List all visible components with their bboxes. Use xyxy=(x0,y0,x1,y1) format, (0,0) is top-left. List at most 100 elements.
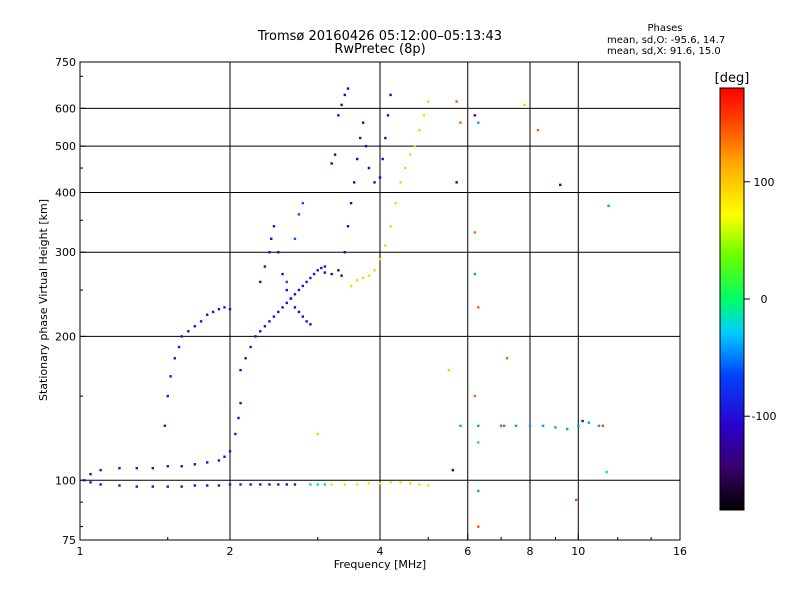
data-point xyxy=(99,483,102,486)
data-point xyxy=(477,121,480,124)
data-point xyxy=(285,301,288,305)
data-point xyxy=(378,482,382,485)
data-point xyxy=(346,225,350,228)
data-point xyxy=(455,100,458,103)
data-point xyxy=(228,450,232,453)
data-point xyxy=(254,335,257,338)
data-point xyxy=(277,483,280,486)
data-point xyxy=(239,368,242,372)
data-point xyxy=(427,100,430,103)
x-tick-label: 16 xyxy=(673,545,687,558)
data-point xyxy=(259,280,262,284)
colorbar-tick-label: 100 xyxy=(754,176,775,189)
data-point xyxy=(187,330,190,333)
data-point xyxy=(270,237,273,241)
data-point xyxy=(477,441,480,444)
data-point xyxy=(355,157,359,161)
data-point xyxy=(277,251,280,254)
data-point xyxy=(389,225,392,228)
data-point xyxy=(373,269,376,272)
data-point xyxy=(367,166,371,170)
data-point xyxy=(343,483,347,486)
phases-title: Phases xyxy=(647,23,682,34)
data-point xyxy=(459,424,462,428)
data-point xyxy=(228,483,232,486)
data-point xyxy=(285,280,288,284)
data-point xyxy=(239,483,242,486)
data-point xyxy=(193,325,197,328)
data-point xyxy=(293,237,297,241)
data-point xyxy=(281,306,284,309)
data-point xyxy=(217,307,221,311)
data-point xyxy=(340,274,343,277)
data-point xyxy=(378,176,382,179)
y-tick-label: 500 xyxy=(55,140,76,153)
data-point xyxy=(409,153,412,156)
data-point xyxy=(361,276,365,280)
data-point xyxy=(502,424,506,428)
data-point xyxy=(323,265,327,268)
data-point xyxy=(151,466,155,470)
data-point xyxy=(399,181,402,184)
data-point xyxy=(205,313,209,316)
data-point xyxy=(293,293,297,296)
data-point xyxy=(330,483,333,486)
data-point xyxy=(305,280,308,284)
data-point xyxy=(277,310,280,314)
data-point xyxy=(99,468,102,472)
data-point xyxy=(297,213,301,216)
data-point xyxy=(249,345,252,349)
data-point xyxy=(473,394,477,398)
data-point xyxy=(355,483,359,486)
data-point xyxy=(263,265,267,268)
data-point xyxy=(394,201,397,205)
data-point xyxy=(330,162,333,165)
data-point xyxy=(223,306,226,309)
data-point xyxy=(367,482,371,485)
data-point xyxy=(263,325,267,328)
phases-line-o: mean, sd,O: -95.6, 14.7 xyxy=(607,35,725,46)
data-point xyxy=(389,481,392,484)
data-point xyxy=(268,320,271,323)
data-point xyxy=(272,225,276,228)
data-point xyxy=(378,258,382,261)
x-tick-label: 10 xyxy=(571,545,585,558)
data-point xyxy=(528,424,532,428)
data-point xyxy=(477,489,480,493)
data-point xyxy=(135,485,138,488)
colorbar-tick-label: -100 xyxy=(752,410,777,423)
data-point xyxy=(587,421,591,424)
data-point xyxy=(541,424,545,428)
data-point xyxy=(352,181,356,184)
data-point xyxy=(577,424,580,428)
data-point xyxy=(118,466,121,470)
x-tick-label: 2 xyxy=(227,545,234,558)
data-point xyxy=(514,424,518,428)
colorbar xyxy=(719,87,745,511)
data-point xyxy=(289,297,293,300)
data-point xyxy=(333,153,337,156)
data-point xyxy=(536,128,540,132)
data-point xyxy=(601,424,605,428)
data-point xyxy=(349,284,353,288)
data-point xyxy=(451,468,455,472)
data-point xyxy=(337,269,340,272)
data-point xyxy=(166,394,169,398)
colorbar-tick-label: 0 xyxy=(761,293,768,306)
data-point xyxy=(173,357,177,360)
data-point xyxy=(268,483,271,486)
x-tick-label: 4 xyxy=(377,545,384,558)
x-tick-label: 1 xyxy=(77,545,84,558)
data-point xyxy=(309,323,312,326)
data-point xyxy=(384,244,387,247)
data-point xyxy=(297,288,301,292)
data-point xyxy=(404,166,407,170)
data-point xyxy=(293,306,297,309)
data-point xyxy=(217,459,221,462)
data-point xyxy=(323,483,327,486)
data-point xyxy=(361,121,365,124)
data-point xyxy=(211,310,215,314)
data-point xyxy=(459,121,462,124)
data-point xyxy=(409,482,412,485)
